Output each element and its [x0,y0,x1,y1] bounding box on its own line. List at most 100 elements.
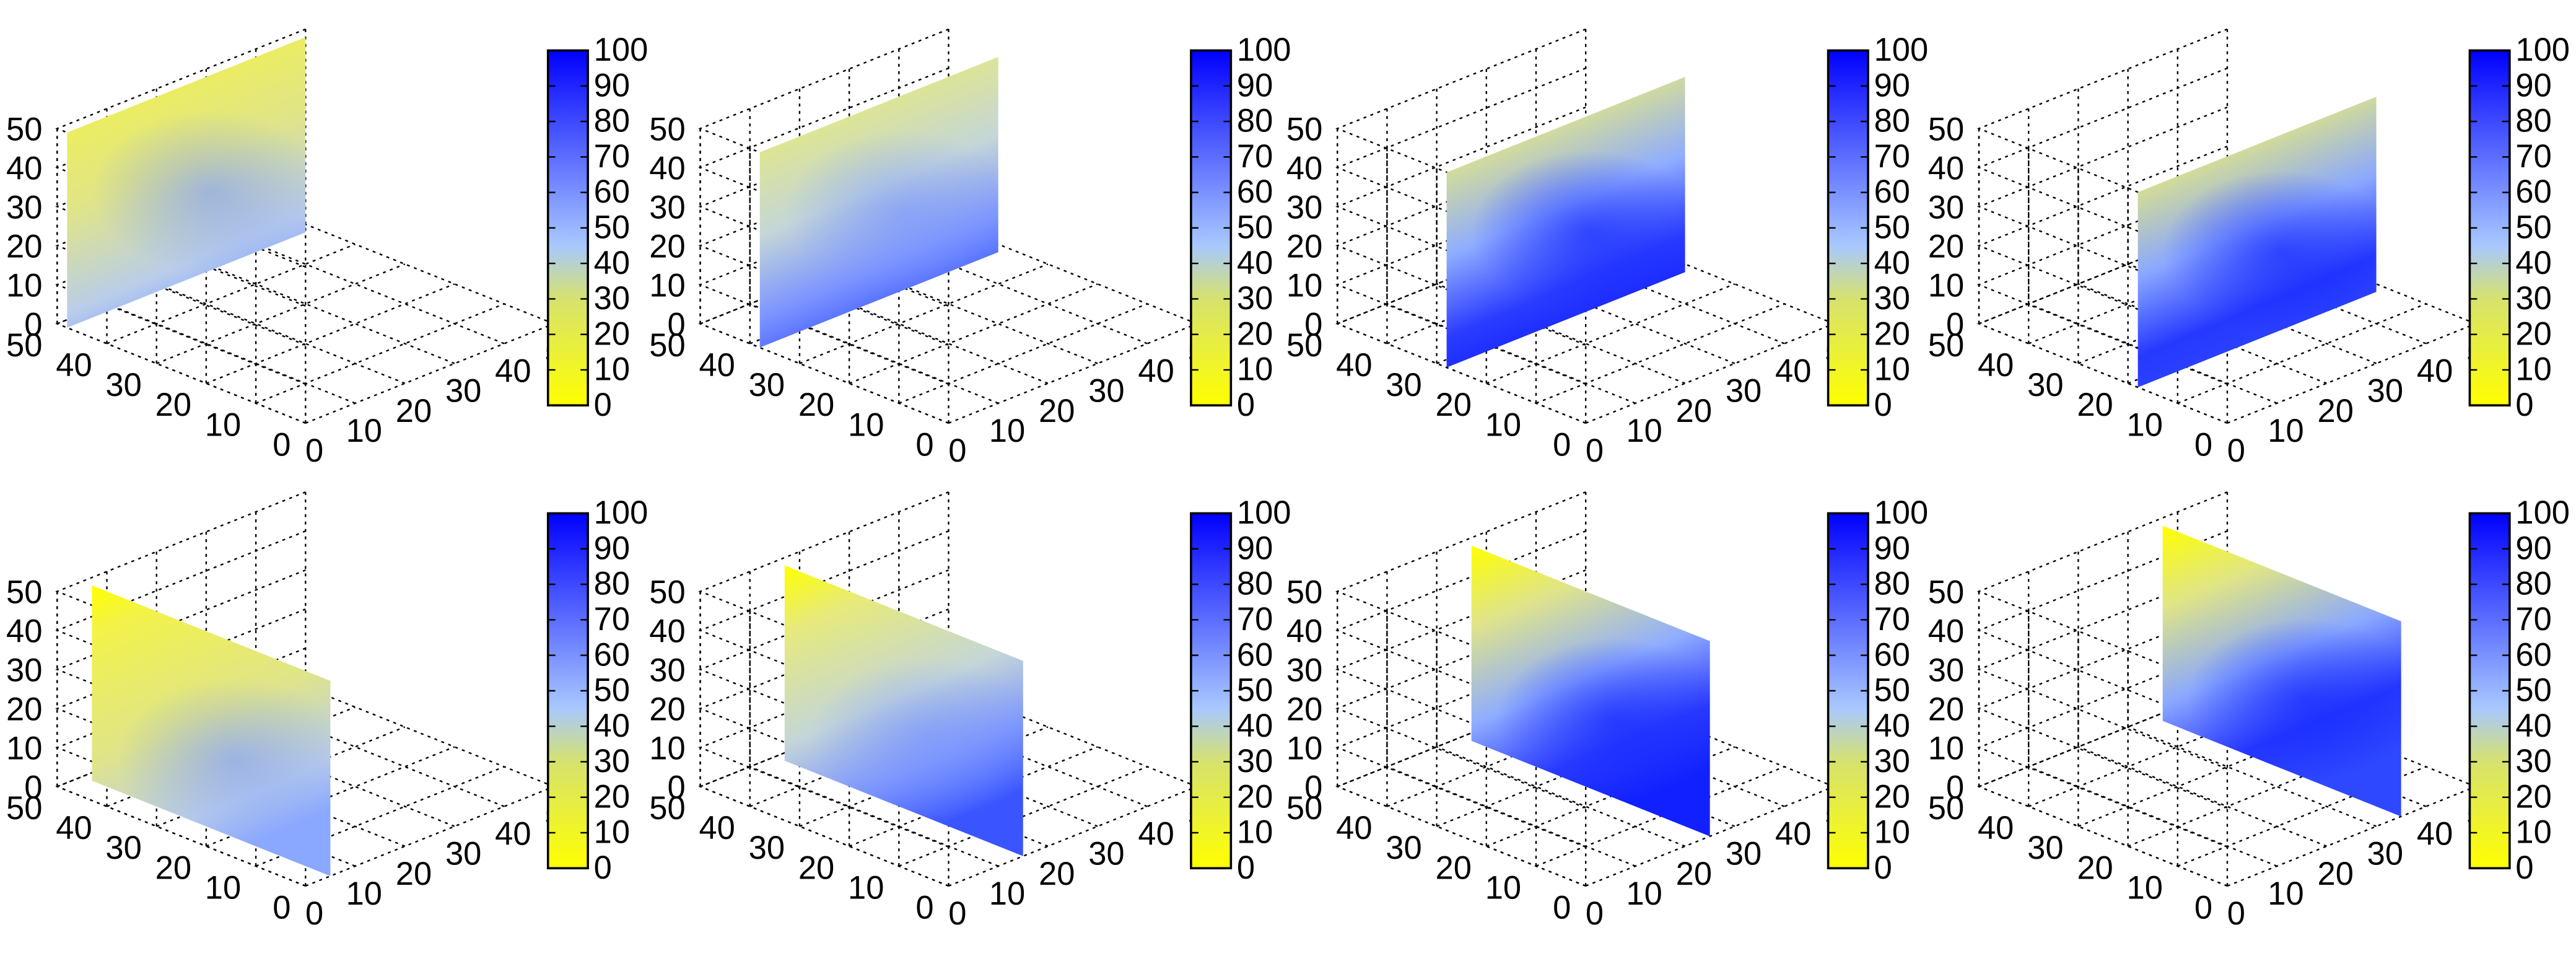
slice-highlight [92,111,306,274]
z-tick-label: 50 [1928,112,1964,148]
z-tick-label: 10 [1928,731,1964,767]
z-tick-label: 10 [1286,731,1322,767]
colorbar-tick-label: 30 [1237,280,1273,317]
y-tick-label: 0 [915,426,933,463]
y-tick-label: 20 [155,849,191,886]
x-tick-label: 0 [2227,895,2245,932]
colorbar-tick-label: 90 [594,530,630,566]
y-tick-label: 50 [6,790,42,827]
colorbar-tick-label: 80 [2515,103,2551,139]
slice-highlight [116,678,331,841]
x-tick-label: 20 [1676,393,1712,429]
y-tick-label: 40 [1336,347,1372,384]
y-tick-label: 30 [105,367,141,403]
z-tick-label: 20 [1286,229,1322,265]
y-tick-label: 10 [2127,869,2163,906]
y-tick-label: 10 [1485,406,1521,443]
y-tick-label: 20 [1436,849,1472,886]
y-tick-label: 20 [155,387,191,423]
y-tick-label: 30 [1386,830,1421,866]
z-tick-label: 50 [1928,574,1964,611]
x-tick-label: 10 [2268,875,2303,912]
y-tick-label: 20 [2077,387,2113,423]
y-tick-label: 30 [2027,367,2063,403]
x-tick-label: 10 [989,413,1025,449]
colorbar-tick-label: 0 [2515,849,2533,886]
colorbar-tick-label: 30 [2515,743,2551,779]
colorbar-tick-label: 100 [2515,32,2570,68]
colorbar-tick-label: 70 [1874,601,1910,638]
z-tick-label: 50 [1286,574,1322,611]
colorbar-tick-label: 80 [1874,103,1910,139]
z-tick-label: 50 [649,112,685,148]
y-tick-label: 0 [273,426,290,463]
z-tick-label: 40 [1286,613,1322,650]
z-tick-label: 0 [667,770,685,806]
colorbar-tick-label: 100 [1874,494,1929,531]
subplot-2-3: 0102030405001020304050010203040500102030… [1286,491,1929,932]
x-tick-label: 0 [305,432,323,469]
x-tick-label: 10 [1626,875,1662,912]
colorbar-tick-label: 10 [1237,814,1273,851]
x-tick-label: 0 [305,895,323,932]
z-tick-label: 40 [6,613,42,650]
colorbar-tick-label: 60 [1237,173,1273,210]
y-tick-label: 40 [1978,347,2014,384]
colorbar-tick-label: 40 [1237,245,1273,281]
colorbar-tick-label: 10 [594,814,630,851]
colorbar-tick-label: 0 [1237,387,1255,423]
x-tick-label: 40 [1138,816,1174,853]
x-tick-label: 40 [2417,353,2453,390]
colorbar-tick-label: 100 [594,32,648,68]
slice-highlight [784,131,998,294]
y-tick-label: 40 [1978,810,2014,846]
z-tick-label: 30 [1286,652,1322,689]
x-tick-label: 20 [1676,856,1712,892]
y-tick-label: 50 [6,327,42,364]
x-tick-label: 10 [989,875,1025,912]
x-tick-label: 30 [445,836,481,872]
z-tick-label: 40 [1928,613,1964,650]
z-tick-label: 40 [649,151,685,187]
z-tick-label: 30 [6,190,42,226]
colorbar-tick-label: 20 [594,315,630,352]
colorbar-tick-label: 50 [1874,209,1910,246]
colorbar-tick-label: 30 [2515,280,2551,317]
colorbar-tick-label: 60 [594,636,630,673]
x-tick-label: 20 [1039,393,1075,429]
x-tick-label: 30 [1726,836,1762,872]
y-tick-label: 0 [2194,426,2212,463]
colorbar-tick-label: 20 [1874,778,1910,815]
z-tick-label: 10 [649,268,685,304]
z-tick-label: 20 [1928,691,1964,728]
z-tick-label: 10 [1928,268,1964,304]
colorbar-tick-label: 20 [2515,315,2551,352]
colorbar-tick-label: 60 [2515,636,2551,673]
colorbar-tick-label: 40 [594,245,630,281]
slice-highlight [809,658,1023,822]
colorbar-tick-label: 0 [2515,387,2533,423]
colorbar-tick-label: 60 [1874,173,1910,210]
colorbar-tick-label: 60 [1874,636,1910,673]
y-tick-label: 40 [699,347,735,384]
colorbar-tick-label: 0 [1874,849,1892,886]
y-tick-label: 20 [798,849,834,886]
colorbar-tick-label: 90 [594,67,630,103]
z-tick-label: 30 [649,190,685,226]
colorbar-tick-label: 10 [1874,814,1910,851]
z-tick-label: 20 [649,229,685,265]
colorbar-tick-label: 70 [1237,138,1273,175]
x-tick-label: 40 [1775,353,1811,390]
colorbar-tick-label: 70 [1237,601,1273,638]
x-tick-label: 10 [346,875,382,912]
y-tick-label: 10 [848,869,884,906]
axis-labels: 010203040500102030405001020304050 [1928,574,2503,932]
y-tick-label: 30 [2027,830,2063,866]
y-tick-label: 40 [1336,810,1372,846]
